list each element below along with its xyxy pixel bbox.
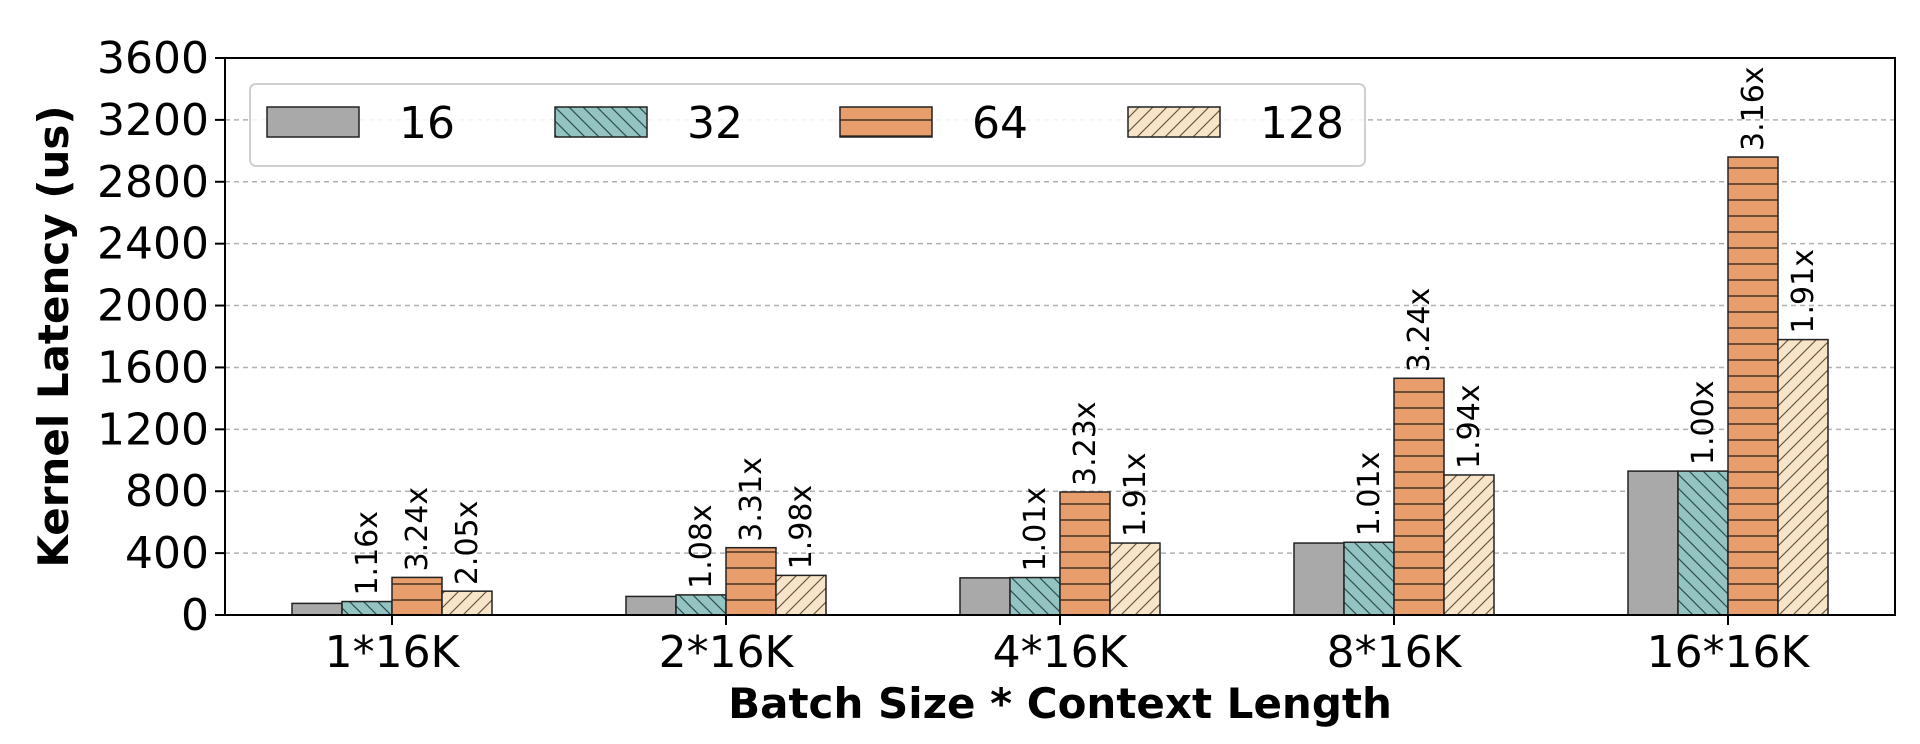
y-tick-label: 3600 <box>97 33 209 84</box>
bar-32-2 <box>1009 576 1061 616</box>
bar-64-2 <box>1059 491 1111 616</box>
x-axis-ticks: 1*16K 2*16K 4*16K 8*16K 16*16K <box>325 615 1811 678</box>
bar-64-4 <box>1727 156 1779 616</box>
bar-value-label: 3.23x <box>1068 401 1103 486</box>
bar-value-label: 1.00x <box>1686 381 1721 466</box>
x-tick-label: 1*16K <box>325 627 461 678</box>
x-axis-title: Batch Size * Context Length <box>728 679 1392 728</box>
bar-value-label: 1.01x <box>1352 452 1387 537</box>
bar-16-4 <box>1627 470 1679 616</box>
bar-value-label: 1.94x <box>1452 384 1487 469</box>
y-tick-label: 400 <box>125 528 209 579</box>
bar-64-3 <box>1393 377 1445 616</box>
legend-swatch-32 <box>554 106 648 138</box>
bar-128-1 <box>775 574 827 616</box>
legend-label-32: 32 <box>687 98 743 149</box>
bar-128-4 <box>1777 338 1829 616</box>
y-tick-label: 2800 <box>97 157 209 208</box>
bar-16-0 <box>291 602 343 616</box>
x-tick-label: 16*16K <box>1647 627 1811 678</box>
y-tick-label: 800 <box>125 466 209 517</box>
bar-32-4 <box>1677 470 1729 616</box>
bar-32-3 <box>1343 541 1395 616</box>
y-tick-label: 1200 <box>97 404 209 455</box>
bar-value-label: 1.08x <box>684 504 719 589</box>
x-tick-label: 8*16K <box>1327 627 1463 678</box>
bar-128-2 <box>1109 542 1161 616</box>
bar-value-label: 1.91x <box>1118 452 1153 537</box>
bar-16-3 <box>1293 542 1345 616</box>
x-tick-label: 2*16K <box>659 627 795 678</box>
bars-group <box>291 156 1829 616</box>
bar-32-1 <box>675 594 727 616</box>
y-tick-label: 2000 <box>97 281 209 332</box>
y-axis-ticks: 0 400 800 1200 1600 2000 2400 2800 3200 3600 <box>97 33 225 641</box>
legend-swatch-64 <box>839 106 933 138</box>
bar-value-label: 1.01x <box>1018 487 1053 572</box>
legend-box <box>249 83 1366 167</box>
bar-128-3 <box>1443 474 1495 616</box>
legend: 16 32 64 128 <box>249 83 1366 167</box>
bar-16-2 <box>959 577 1011 616</box>
bar-value-label: 1.16x <box>350 511 385 596</box>
x-tick-label: 4*16K <box>993 627 1129 678</box>
legend-label-64: 64 <box>972 98 1028 149</box>
y-tick-label: 1600 <box>97 342 209 393</box>
bar-value-label: 1.91x <box>1786 249 1821 334</box>
legend-swatch-16 <box>266 106 360 138</box>
bar-32-0 <box>341 600 393 616</box>
bar-64-1 <box>725 546 777 616</box>
y-tick-label: 3200 <box>97 95 209 146</box>
bar-value-label: 3.24x <box>1402 288 1437 373</box>
bar-value-label: 3.31x <box>734 457 769 542</box>
y-axis-title: Kernel Latency (us) <box>29 105 78 567</box>
bar-64-0 <box>391 576 443 616</box>
y-tick-label: 2400 <box>97 219 209 270</box>
legend-label-128: 128 <box>1260 98 1344 149</box>
bar-16-1 <box>625 595 677 616</box>
bar-value-label: 2.05x <box>450 501 485 586</box>
bar-value-label: 3.24x <box>400 487 435 572</box>
bar-128-0 <box>441 590 493 616</box>
legend-swatch-128 <box>1127 106 1221 138</box>
bar-value-label: 3.16x <box>1736 66 1771 151</box>
y-tick-label: 0 <box>181 590 209 641</box>
bar-labels-group: 1.16x 3.24x 2.05x 1.08x 3.31x 1.98x 1.01x 3.23x… <box>350 66 1821 595</box>
legend-label-16: 16 <box>399 98 455 149</box>
bar-value-label: 1.98x <box>784 485 819 570</box>
